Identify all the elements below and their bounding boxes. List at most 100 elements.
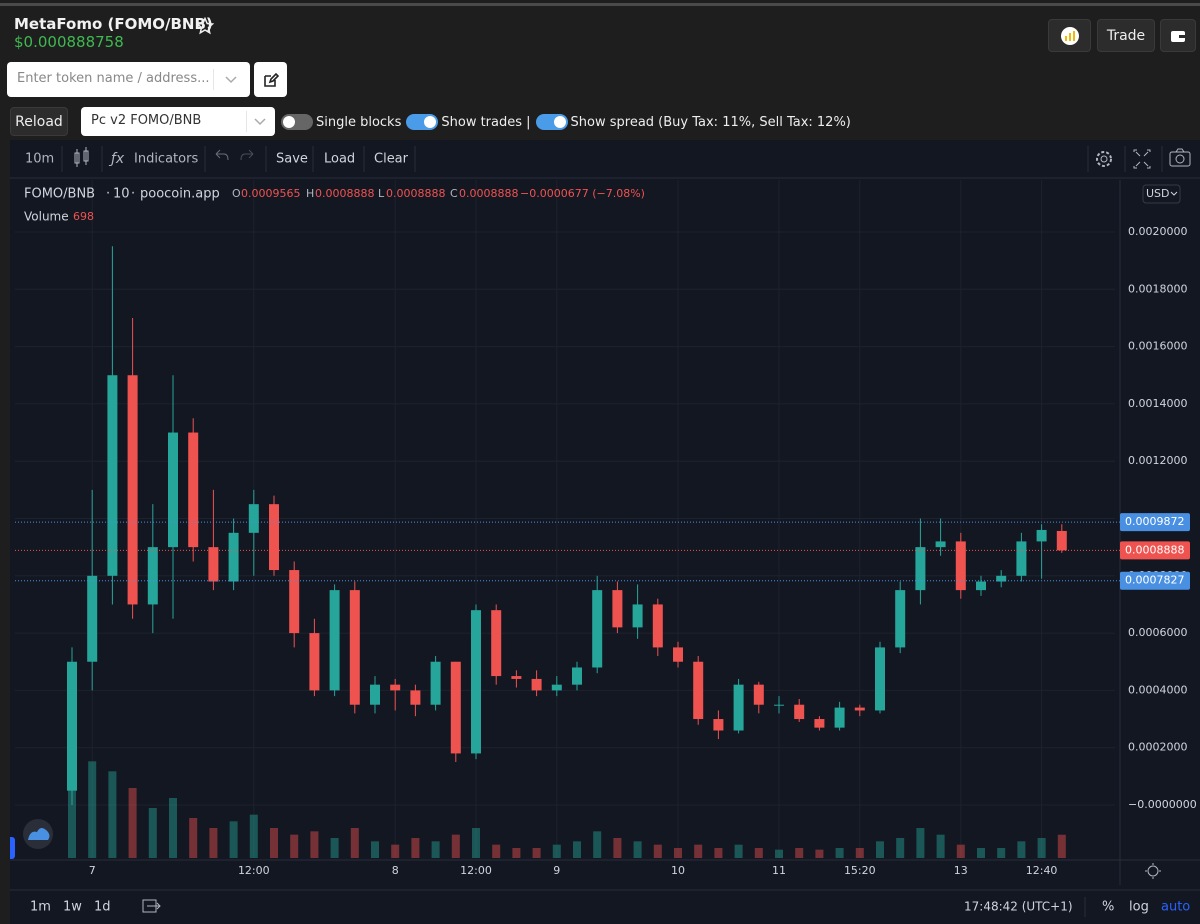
side-toggle[interactable]	[10, 837, 15, 859]
candle-body	[875, 647, 885, 711]
range-button[interactable]: 1d	[94, 900, 111, 915]
volume-bar	[330, 838, 339, 858]
auto-button[interactable]: auto	[1161, 900, 1190, 915]
legend-volume-key: Volume	[24, 210, 69, 224]
toggle-switch[interactable]	[406, 114, 439, 130]
log-button[interactable]: log	[1129, 900, 1149, 915]
candle-body	[673, 647, 683, 662]
interval-button[interactable]: 10m	[25, 152, 54, 167]
clear-button[interactable]: Clear	[374, 152, 409, 167]
volume-bar	[128, 788, 137, 858]
volume-bar	[795, 848, 804, 858]
legend-close: 0.0008888	[459, 187, 519, 200]
volume-bar	[916, 828, 925, 858]
candle-body	[895, 590, 906, 648]
percent-button[interactable]: %	[1102, 900, 1114, 915]
goto-date-icon[interactable]	[142, 899, 161, 913]
volume-bar	[977, 848, 985, 858]
range-button[interactable]: 1m	[30, 900, 51, 915]
price-label-box	[1120, 541, 1190, 560]
volume-bar	[472, 828, 480, 858]
volume-bar	[1037, 838, 1046, 858]
pair-dropdown[interactable]	[246, 109, 274, 134]
volume-bar	[896, 838, 905, 858]
volume-bar	[714, 848, 723, 858]
volume-bar	[310, 831, 319, 858]
candle-body	[632, 604, 643, 628]
volume-bar	[169, 798, 177, 858]
volume-bar	[754, 848, 763, 858]
save-button[interactable]: Save	[276, 152, 308, 167]
candle-body	[713, 719, 724, 731]
candle-body	[652, 604, 663, 648]
candle-body	[774, 704, 784, 706]
candle-body	[976, 581, 986, 591]
volume-bar	[593, 831, 602, 858]
y-tick-label: 0.0016000	[1128, 340, 1188, 353]
load-button[interactable]: Load	[324, 152, 355, 167]
x-tick-label: 10	[671, 864, 685, 877]
candle-body	[390, 684, 401, 691]
indicators-button[interactable]: Indicators	[134, 152, 198, 167]
toggle-label: Show trades |	[441, 114, 531, 130]
volume-bar	[1017, 841, 1026, 858]
candle-body	[814, 719, 825, 728]
legend-symbol: FOMO/BNB	[24, 187, 95, 202]
search-dropdown[interactable]	[213, 66, 249, 93]
candle-body	[854, 707, 865, 711]
x-tick-label: 12:00	[238, 864, 270, 877]
favorite-star[interactable]	[196, 17, 214, 35]
legend-close-key: C	[450, 187, 458, 200]
logo	[23, 819, 53, 849]
candle-body	[551, 684, 562, 691]
volume-bar	[775, 849, 783, 858]
toggle-switch[interactable]	[535, 114, 568, 130]
volume-bar	[492, 844, 501, 858]
candle-type-icon[interactable]	[74, 147, 89, 167]
undo-icon[interactable]	[215, 149, 229, 161]
settings-icon[interactable]	[1096, 151, 1112, 167]
candle-body	[471, 610, 481, 754]
reload-button[interactable]: Reload	[10, 107, 68, 136]
candle-body	[915, 547, 926, 591]
volume-bar	[512, 848, 521, 858]
x-tick-label: 13	[954, 864, 968, 877]
screenshot-icon[interactable]	[1169, 148, 1191, 167]
volume-bar	[189, 818, 198, 858]
price-label: 0.0008888	[1125, 543, 1185, 556]
pair-select[interactable]: Pc v2 FOMO/BNB	[81, 107, 275, 136]
top-border	[0, 3, 1200, 6]
y-tick-label: 0.0004000	[1128, 683, 1188, 696]
wallet-icon	[1171, 30, 1185, 42]
wallet-button[interactable]	[1160, 19, 1196, 52]
usd-button[interactable]: USD	[1142, 184, 1181, 204]
candle-body	[450, 661, 461, 754]
volume-bar	[613, 838, 622, 858]
candle-body	[511, 676, 522, 679]
legend-high: 0.0008888	[315, 187, 375, 200]
token-title: MetaFomo (FOMO/BNB)	[14, 15, 213, 33]
x-tick-label: 9	[553, 864, 560, 877]
volume-bar	[573, 841, 581, 858]
toggle-knob	[283, 116, 295, 128]
chart-button[interactable]	[1048, 19, 1091, 52]
candle-body	[228, 532, 239, 582]
fullscreen-icon[interactable]	[1133, 149, 1151, 169]
toggle-switch[interactable]	[281, 114, 313, 130]
axis-settings-icon[interactable]	[1145, 863, 1161, 879]
candle-body	[733, 684, 744, 731]
volume-bar	[552, 844, 561, 858]
edit-button[interactable]	[254, 62, 287, 97]
edit-icon	[263, 72, 279, 87]
trade-button[interactable]: Trade	[1097, 19, 1155, 52]
redo-icon[interactable]	[240, 149, 254, 161]
candle-body	[955, 541, 966, 591]
range-button[interactable]: 1w	[63, 900, 82, 915]
candle-body	[935, 541, 946, 548]
candle-body	[794, 704, 805, 720]
candle-body	[592, 590, 603, 668]
volume-bar	[350, 828, 359, 858]
volume-bar	[270, 828, 278, 858]
clock: 17:48:42 (UTC+1)	[964, 900, 1073, 914]
search-input[interactable]: Enter token name / address...	[7, 62, 250, 97]
